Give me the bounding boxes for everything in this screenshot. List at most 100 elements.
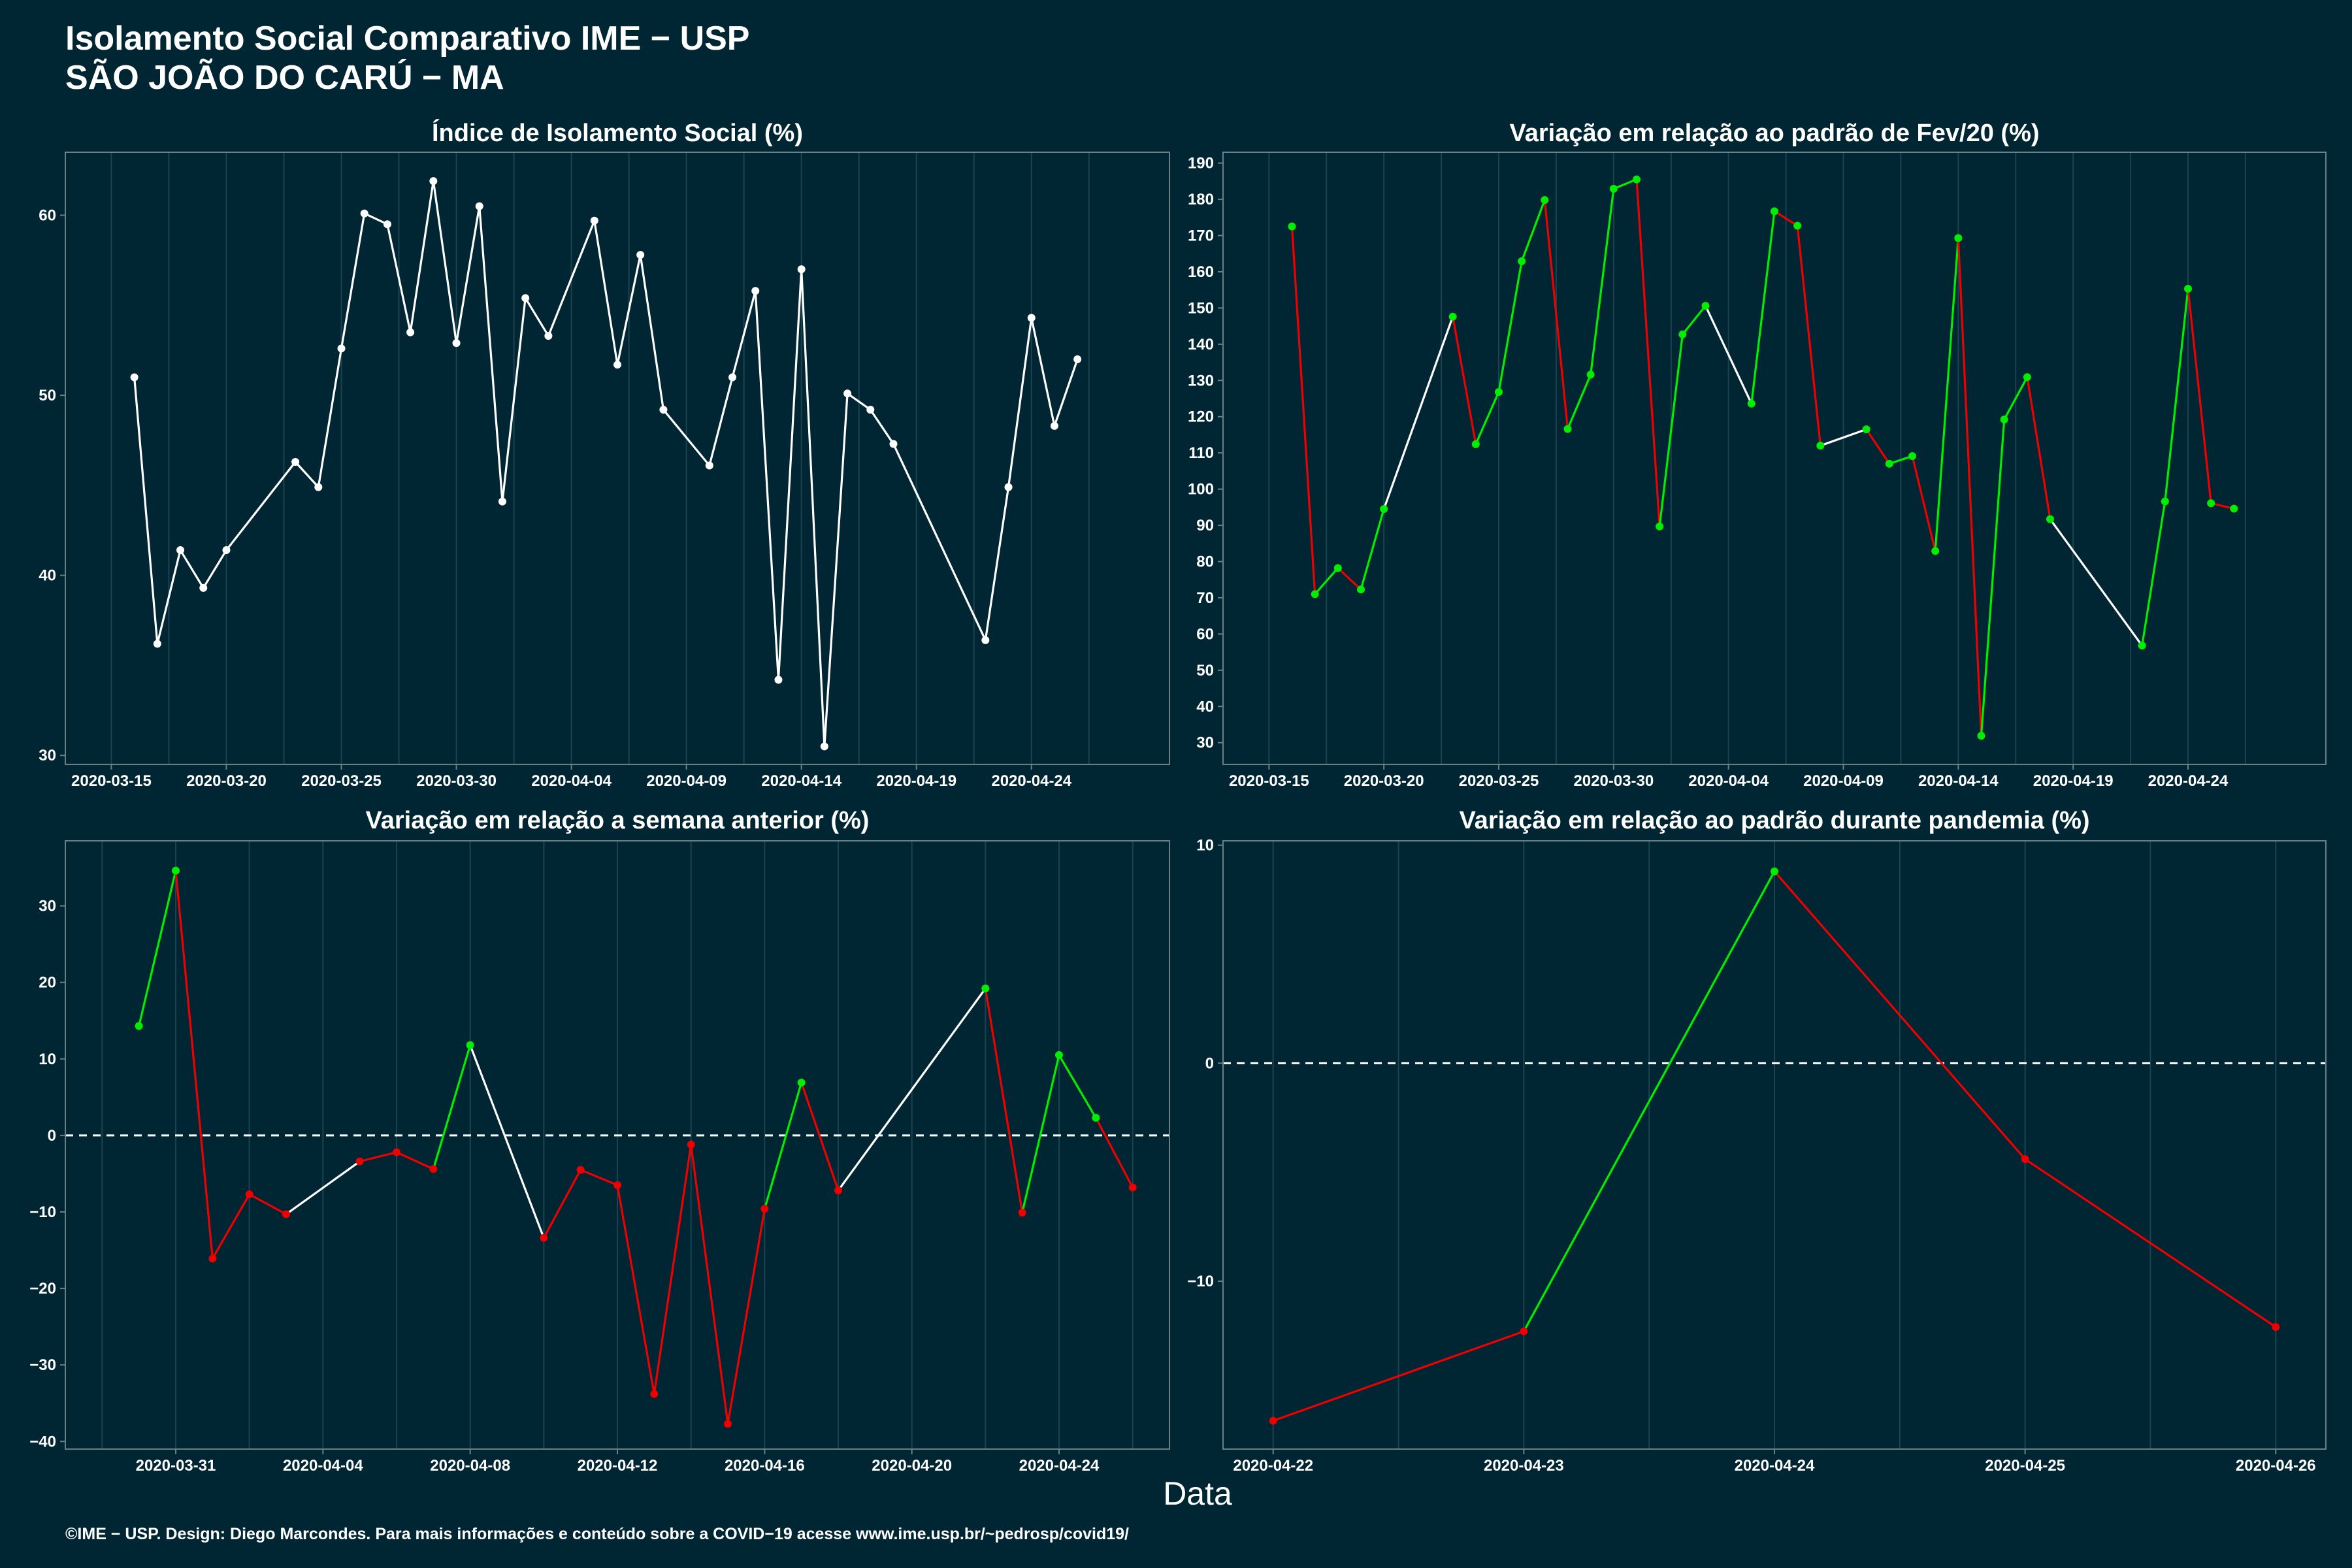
data-point — [687, 1140, 695, 1149]
y-tick-label: 120 — [1188, 408, 1214, 426]
series-segment — [386, 223, 412, 334]
series-segment — [653, 1143, 693, 1396]
data-point — [1747, 399, 1756, 408]
data-point — [2021, 1155, 2029, 1164]
series-segment — [359, 1151, 398, 1163]
series-segment — [1911, 455, 1936, 553]
series-segment — [690, 1143, 729, 1425]
data-point — [1073, 355, 1082, 363]
y-tick-label: 40 — [39, 567, 56, 585]
data-point — [576, 1166, 585, 1174]
series-segment — [363, 212, 389, 225]
x-tick-label: 2020-03-25 — [1459, 772, 1539, 790]
data-point — [291, 458, 300, 466]
series-segment — [1030, 316, 1056, 427]
data-point — [135, 1022, 143, 1030]
series-segment — [524, 297, 549, 337]
panel-title: Índice de Isolamento Social (%) — [432, 118, 803, 147]
x-tick-label: 2020-03-30 — [416, 772, 497, 790]
series-segment — [892, 442, 987, 642]
data-point — [314, 483, 323, 491]
series-segment — [616, 253, 642, 366]
series-segment — [616, 1184, 655, 1396]
series-segment — [1522, 870, 1776, 1333]
series-segment — [823, 392, 849, 748]
series-segment — [248, 1193, 287, 1216]
series-segment — [1635, 178, 1661, 528]
data-point — [1357, 585, 1365, 594]
data-point — [650, 1390, 659, 1398]
x-tick-label: 2020-04-20 — [872, 1457, 952, 1475]
data-point — [724, 1420, 732, 1428]
y-tick-label: 0 — [1205, 1054, 1214, 1072]
y-tick-label: 50 — [39, 387, 56, 404]
y-tick-label: 190 — [1188, 155, 1214, 172]
series-segment — [639, 253, 665, 411]
series-segment — [837, 987, 987, 1192]
series-segment — [1658, 333, 1684, 528]
data-point — [2161, 497, 2169, 506]
series-segment — [1094, 1117, 1134, 1189]
data-point — [1701, 302, 1710, 310]
series-segment — [731, 289, 757, 379]
x-tick-label: 2020-04-08 — [430, 1457, 510, 1475]
data-point — [981, 985, 990, 993]
series-segment — [869, 408, 895, 446]
data-point — [889, 440, 898, 448]
y-tick-label: 80 — [1196, 553, 1214, 571]
y-tick-label: 30 — [39, 898, 56, 915]
series-segment — [542, 1168, 582, 1239]
series-segment — [1590, 188, 1615, 376]
series-segment — [800, 1081, 840, 1192]
panel-title: Variação em relação ao padrão de Fev/20 … — [1509, 120, 2039, 147]
y-tick-label: 110 — [1188, 444, 1214, 462]
data-point — [2230, 504, 2238, 513]
x-tick-label: 2020-04-14 — [761, 772, 841, 790]
series-segment — [580, 1168, 619, 1186]
series-segment — [1007, 316, 1033, 489]
x-tick-label: 2020-03-31 — [136, 1457, 216, 1475]
panel-frame — [65, 152, 1170, 765]
data-point — [843, 389, 852, 398]
data-point — [1050, 421, 1058, 430]
data-point — [544, 332, 553, 340]
y-tick-label: 180 — [1188, 191, 1214, 208]
data-point — [751, 287, 760, 295]
series-segment — [547, 220, 596, 337]
data-point — [1586, 370, 1595, 379]
data-point — [2000, 416, 2008, 424]
data-point — [728, 373, 737, 382]
data-point — [866, 406, 875, 414]
series-segment — [1773, 870, 2027, 1160]
series-segment — [1520, 199, 1546, 263]
series-segment — [1272, 1330, 1525, 1422]
x-tick-label: 2020-04-09 — [1803, 772, 1884, 790]
data-point — [475, 202, 483, 210]
x-tick-label: 2020-04-25 — [1985, 1457, 2065, 1475]
y-tick-label: 50 — [1196, 662, 1214, 679]
y-tick-label: −20 — [29, 1280, 56, 1298]
data-point — [360, 209, 368, 218]
data-point — [1678, 330, 1687, 338]
data-point — [1495, 388, 1503, 397]
data-point — [452, 339, 461, 348]
y-tick-label: 100 — [1188, 481, 1214, 498]
data-point — [521, 294, 530, 302]
data-point — [153, 640, 161, 648]
series-segment — [2003, 376, 2029, 421]
data-point — [540, 1233, 548, 1242]
y-tick-label: 40 — [1196, 698, 1214, 715]
data-point — [406, 328, 415, 336]
series-segment — [317, 347, 343, 489]
data-point — [172, 866, 180, 875]
x-axis-title: Data — [1163, 1475, 1232, 1512]
y-tick-label: 10 — [1196, 837, 1214, 855]
x-tick-label: 2020-04-24 — [991, 772, 1071, 790]
y-tick-label: −10 — [29, 1203, 56, 1221]
series-segment — [1934, 237, 1959, 553]
series-segment — [1314, 566, 1339, 596]
series-segment — [1819, 428, 1868, 447]
series-segment — [1053, 358, 1079, 427]
data-point — [981, 636, 990, 644]
series-segment — [800, 268, 826, 748]
